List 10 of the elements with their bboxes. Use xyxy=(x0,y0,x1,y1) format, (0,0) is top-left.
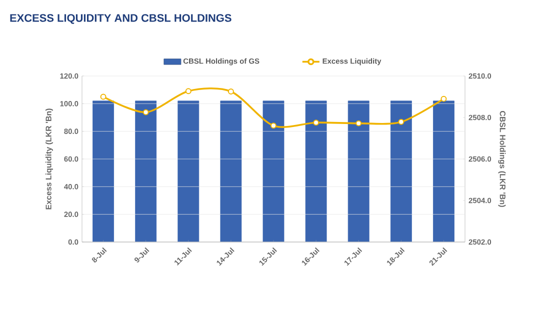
point xyxy=(356,120,362,126)
point xyxy=(440,96,447,102)
point xyxy=(313,120,320,126)
point xyxy=(100,94,106,100)
chart-title: EXCESS LIQUIDITY AND CBSL HOLDINGS xyxy=(10,14,232,24)
point xyxy=(398,118,404,125)
point xyxy=(270,122,276,129)
point xyxy=(228,88,234,94)
point xyxy=(142,109,149,116)
point xyxy=(185,88,192,94)
